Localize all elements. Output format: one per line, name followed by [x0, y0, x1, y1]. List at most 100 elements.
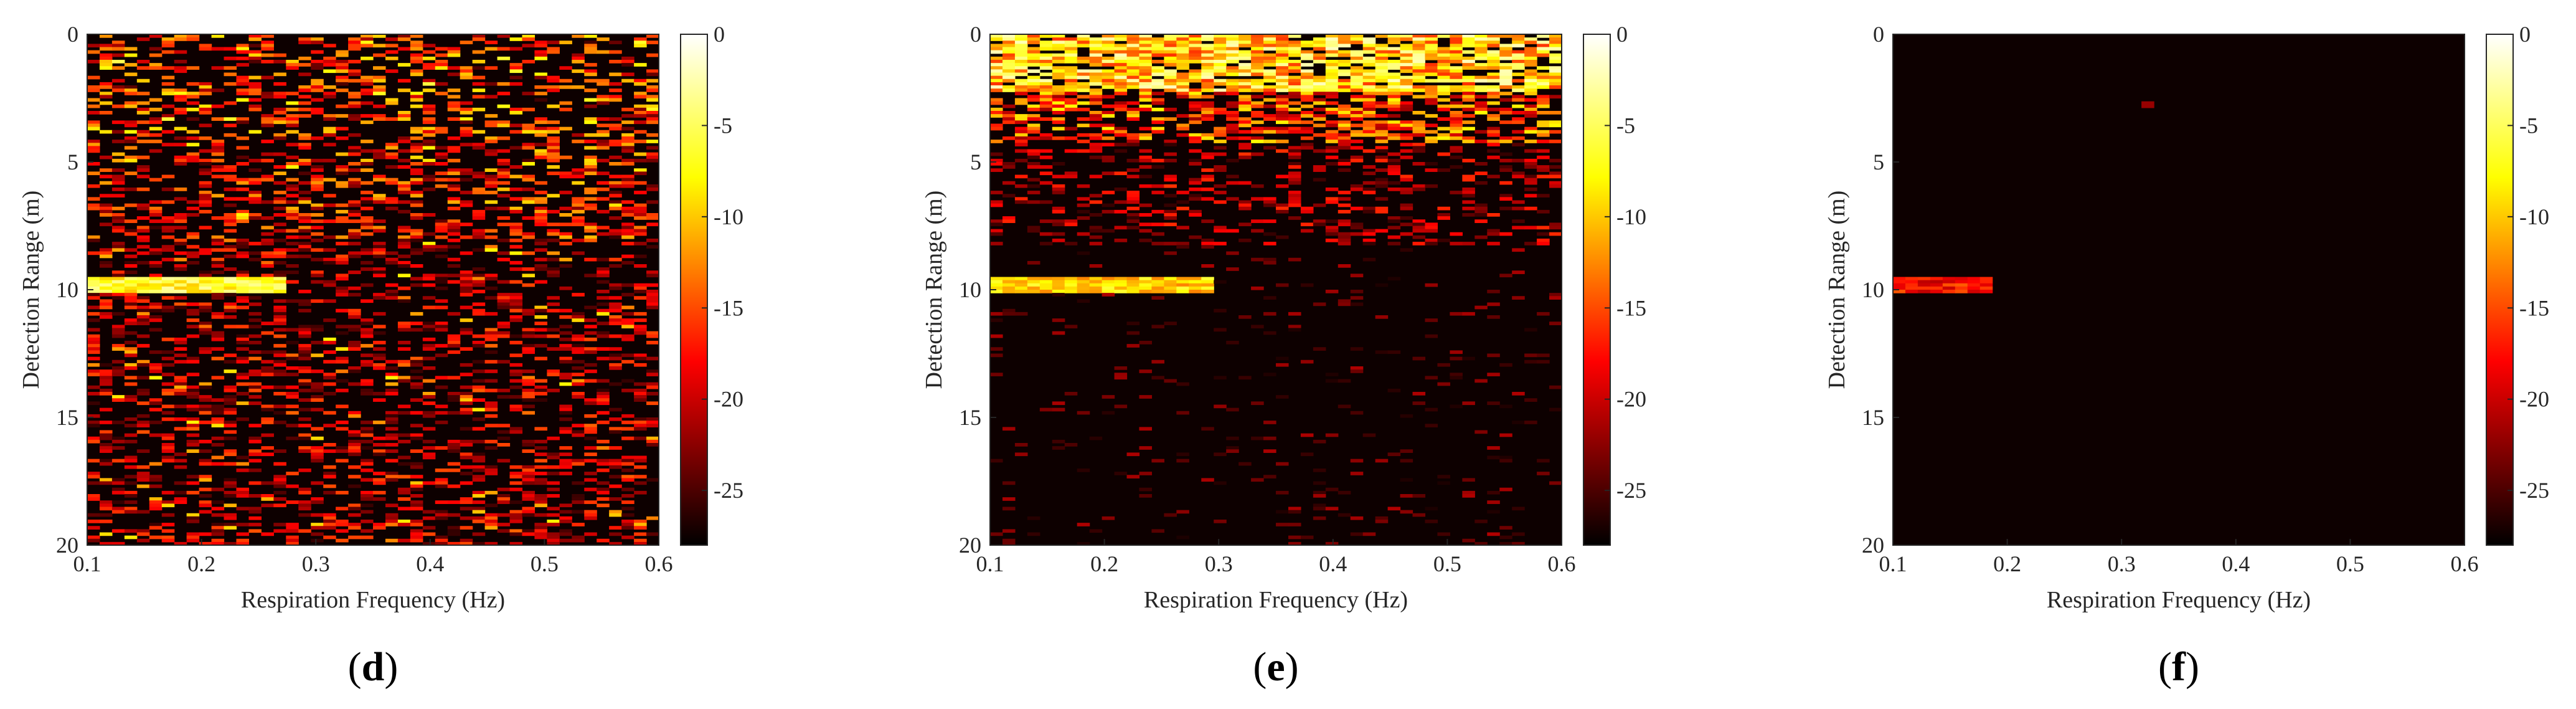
heatmap-cell [1089, 146, 1103, 150]
heatmap-cell [361, 216, 374, 220]
heatmap-cell [1077, 88, 1090, 92]
heatmap-cell [1002, 120, 1016, 125]
heatmap-cell [609, 305, 622, 310]
heatmap-cell [472, 146, 486, 150]
heatmap-cell [1126, 191, 1140, 194]
heatmap-cell [1064, 219, 1078, 223]
heatmap-cell [646, 117, 659, 121]
heatmap-cell [1375, 140, 1389, 143]
heatmap-cell [149, 401, 163, 406]
heatmap-cell [584, 274, 597, 278]
heatmap-cell [248, 168, 262, 172]
heatmap-cell [361, 140, 374, 143]
heatmap-cell [646, 293, 659, 297]
heatmap-cell [484, 235, 498, 239]
heatmap-cell [1474, 85, 1488, 89]
heatmap-cell [124, 85, 138, 89]
heatmap-cell [111, 178, 125, 182]
heatmap-cell [186, 334, 200, 338]
heatmap-cell [447, 149, 461, 153]
heatmap-cell [1979, 277, 1993, 281]
heatmap-cell [236, 507, 250, 511]
heatmap-cell [1437, 206, 1450, 211]
heatmap-cell [361, 490, 374, 495]
heatmap-cell [547, 104, 560, 108]
heatmap-cell [111, 270, 125, 274]
heatmap-cell [1014, 290, 1028, 293]
heatmap-cell [422, 481, 436, 485]
heatmap-cell [1052, 188, 1065, 191]
heatmap-cell [373, 398, 386, 402]
heatmap-cell [111, 541, 125, 546]
heatmap-cell [186, 254, 200, 259]
heatmap-cell [87, 44, 100, 48]
heatmap-cell [348, 325, 361, 329]
heatmap-cell [584, 478, 597, 482]
heatmap-cell [484, 379, 498, 383]
heatmap-cell [149, 526, 163, 530]
heatmap-cell [211, 398, 225, 402]
heatmap-cell [224, 359, 237, 364]
heatmap-cell [1164, 178, 1177, 182]
heatmap-cell [1251, 66, 1264, 70]
heatmap-cell [286, 541, 299, 546]
heatmap-cell [1537, 239, 1550, 242]
heatmap-cell [1325, 111, 1339, 115]
heatmap-cell [149, 286, 163, 290]
heatmap-cell [236, 373, 250, 376]
heatmap-cell [1288, 82, 1301, 86]
heatmap-cell [422, 248, 436, 252]
heatmap-cell [1027, 56, 1040, 60]
heatmap-cell [311, 248, 324, 252]
heatmap-cell [1400, 216, 1413, 220]
heatmap-cell [174, 392, 187, 396]
heatmap-cell [311, 436, 324, 440]
heatmap-cell [186, 245, 200, 249]
heatmap-cell [609, 140, 622, 143]
heatmap-cell [311, 299, 324, 303]
heatmap-cell [410, 104, 423, 108]
heatmap-cell [1487, 85, 1500, 89]
heatmap-cell [1450, 88, 1463, 92]
heatmap-cell [87, 334, 100, 338]
heatmap-cell [559, 337, 572, 341]
heatmap-cell [534, 155, 547, 159]
heatmap-cell [509, 69, 523, 74]
heatmap-cell [1114, 66, 1128, 70]
heatmap-cell [1126, 114, 1140, 118]
heatmap-cell [286, 366, 299, 370]
heatmap-cell [248, 280, 262, 284]
heatmap-cell [410, 44, 423, 48]
heatmap-cell [1338, 379, 1351, 383]
heatmap-cell [1064, 126, 1078, 131]
heatmap-cell [211, 235, 225, 239]
heatmap-cell [1139, 63, 1153, 67]
heatmap-cell [199, 459, 212, 463]
heatmap-cell [1263, 219, 1276, 223]
heatmap-cell [149, 503, 163, 508]
heatmap-cell [124, 350, 138, 354]
heatmap-cell [311, 203, 324, 207]
heatmap-cell [1014, 143, 1028, 146]
heatmap-cell [261, 407, 274, 412]
panel-letter: d [362, 644, 385, 690]
heatmap-cell [435, 254, 448, 259]
heatmap-cell [584, 446, 597, 450]
heatmap-cell [572, 318, 585, 322]
heatmap-cell [1288, 88, 1301, 92]
heatmap-cell [584, 158, 597, 163]
heatmap-cell [1214, 184, 1227, 188]
heatmap-cell [87, 439, 100, 444]
heatmap-cell [634, 328, 647, 332]
heatmap-cell [497, 529, 511, 533]
heatmap-cell [161, 200, 175, 204]
heatmap-cell [336, 286, 349, 290]
heatmap-cell [447, 398, 461, 402]
heatmap-cell [534, 439, 547, 444]
heatmap-cell [273, 136, 286, 140]
heatmap-cell [584, 88, 597, 92]
heatmap-cell [472, 88, 486, 92]
heatmap-cell [1400, 222, 1413, 227]
heatmap-cell [248, 459, 262, 463]
